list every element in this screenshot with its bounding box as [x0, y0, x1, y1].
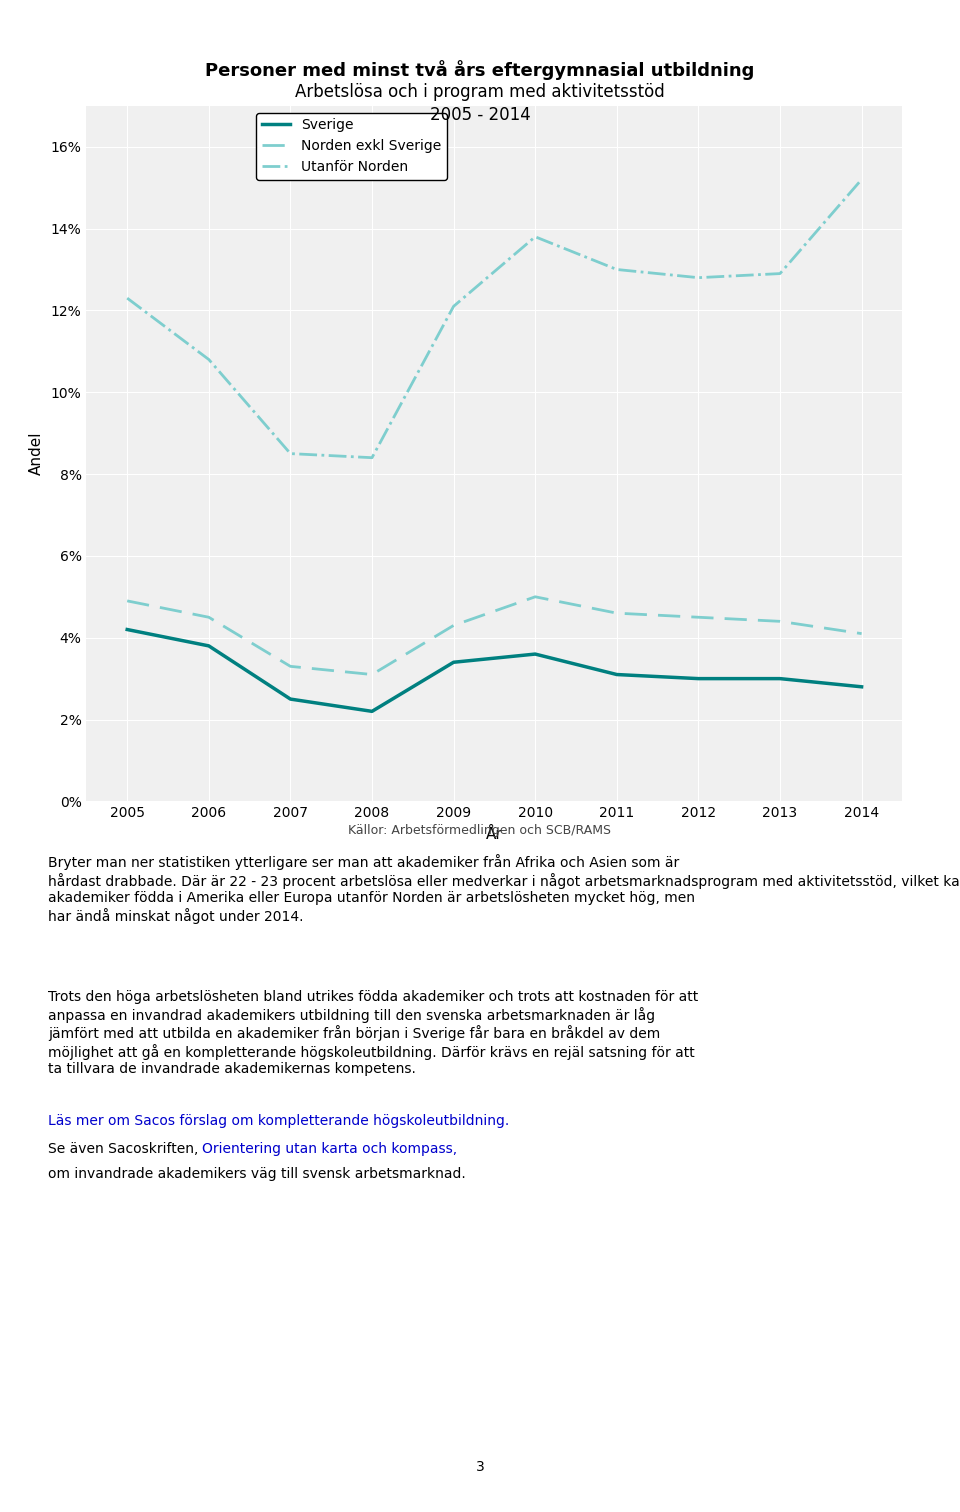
- Text: Se även Sacoskriften,: Se även Sacoskriften,: [48, 1142, 203, 1155]
- Text: 3: 3: [475, 1461, 485, 1474]
- Legend: Sverige, Norden exkl Sverige, Utanför Norden: Sverige, Norden exkl Sverige, Utanför No…: [256, 113, 446, 180]
- Y-axis label: Andel: Andel: [29, 432, 44, 475]
- Text: Läs mer om Sacos förslag om kompletterande högskoleutbildning.: Läs mer om Sacos förslag om kompletteran…: [48, 1114, 509, 1128]
- Text: Källor: Arbetsförmedlingen och SCB/RAMS: Källor: Arbetsförmedlingen och SCB/RAMS: [348, 824, 612, 838]
- Text: Arbetslösa och i program med aktivitetsstöd: Arbetslösa och i program med aktivitetss…: [295, 83, 665, 101]
- Text: 2005 - 2014: 2005 - 2014: [430, 106, 530, 124]
- Text: Trots den höga arbetslösheten bland utrikes födda akademiker och trots att kostn: Trots den höga arbetslösheten bland utri…: [48, 990, 698, 1077]
- Text: Bryter man ner statistiken ytterligare ser man att akademiker från Afrika och As: Bryter man ner statistiken ytterligare s…: [48, 854, 960, 924]
- Text: Orientering utan karta och kompass,: Orientering utan karta och kompass,: [202, 1142, 457, 1155]
- Text: Personer med minst två års eftergymnasial utbildning: Personer med minst två års eftergymnasia…: [205, 60, 755, 80]
- X-axis label: År: År: [486, 827, 503, 842]
- Text: om invandrade akademikers väg till svensk arbetsmarknad.: om invandrade akademikers väg till svens…: [48, 1167, 466, 1181]
